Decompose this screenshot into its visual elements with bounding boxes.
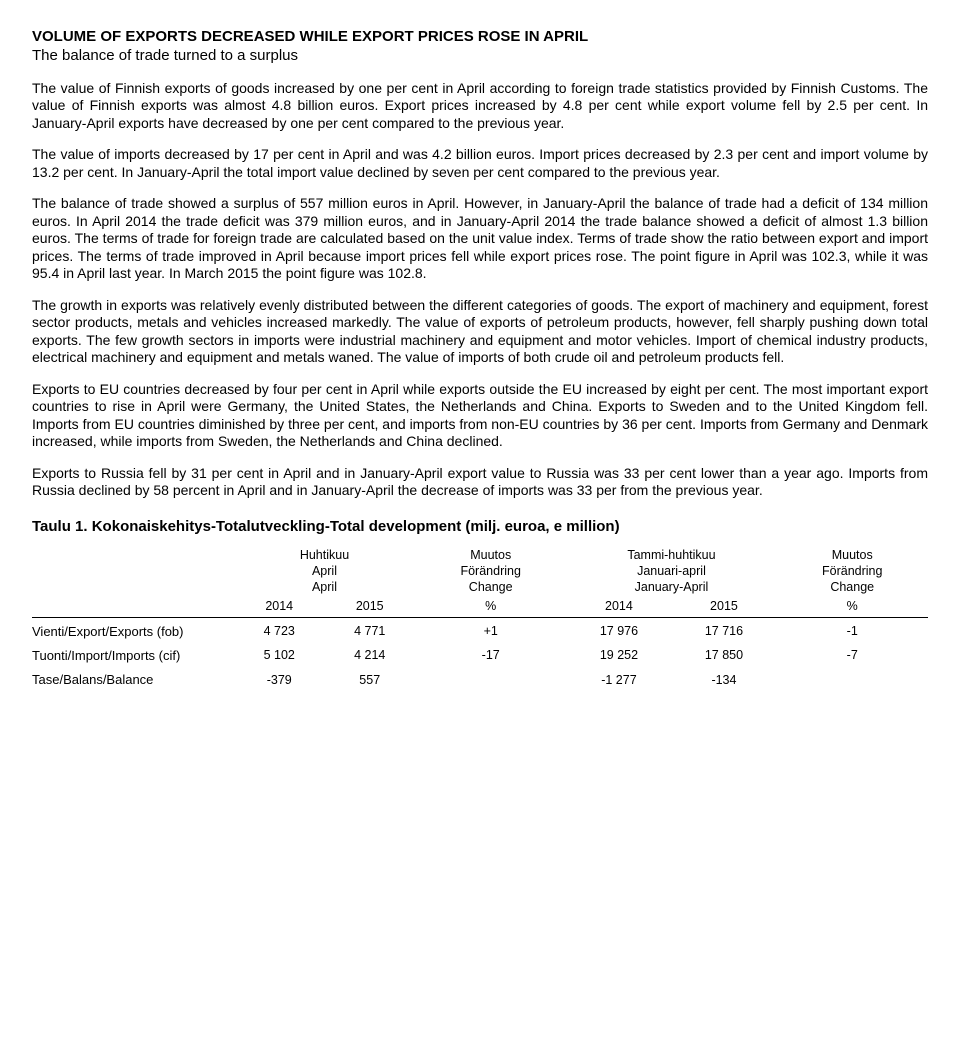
table-title: Taulu 1. Kokonaiskehitys-Totalutveckling…: [32, 518, 928, 537]
paragraph-4: The growth in exports was relatively eve…: [32, 297, 928, 367]
pct-2: %: [776, 597, 928, 617]
paragraph-1: The value of Finnish exports of goods in…: [32, 80, 928, 133]
col-header-period1: Huhtikuu April April: [234, 546, 415, 597]
table-row: Tase/Balans/Balance -379 557 -1 277 -134: [32, 666, 928, 690]
table-row: Tuonti/Import/Imports (cif) 5 102 4 214 …: [32, 642, 928, 666]
document-title: VOLUME OF EXPORTS DECREASED WHILE EXPORT…: [32, 28, 928, 47]
row-label-balance: Tase/Balans/Balance: [32, 666, 234, 690]
year-2015b: 2015: [671, 597, 776, 617]
year-2015a: 2015: [324, 597, 414, 617]
year-2014b: 2014: [566, 597, 671, 617]
year-2014a: 2014: [234, 597, 324, 617]
col-header-change1: Muutos Förändring Change: [415, 546, 566, 597]
col-header-period2: Tammi-huhtikuu Januari-april January-Apr…: [566, 546, 776, 597]
paragraph-3: The balance of trade showed a surplus of…: [32, 195, 928, 283]
document-subtitle: The balance of trade turned to a surplus: [32, 47, 928, 66]
paragraph-6: Exports to Russia fell by 31 per cent in…: [32, 465, 928, 500]
col-header-change2: Muutos Förändring Change: [776, 546, 928, 597]
data-table: Huhtikuu April April Muutos Förändring C…: [32, 546, 928, 690]
paragraph-2: The value of imports decreased by 17 per…: [32, 146, 928, 181]
row-label-imports: Tuonti/Import/Imports (cif): [32, 642, 234, 666]
row-label-exports: Vienti/Export/Exports (fob): [32, 617, 234, 642]
table-row: Vienti/Export/Exports (fob) 4 723 4 771 …: [32, 617, 928, 642]
pct-1: %: [415, 597, 566, 617]
paragraph-5: Exports to EU countries decreased by fou…: [32, 381, 928, 451]
